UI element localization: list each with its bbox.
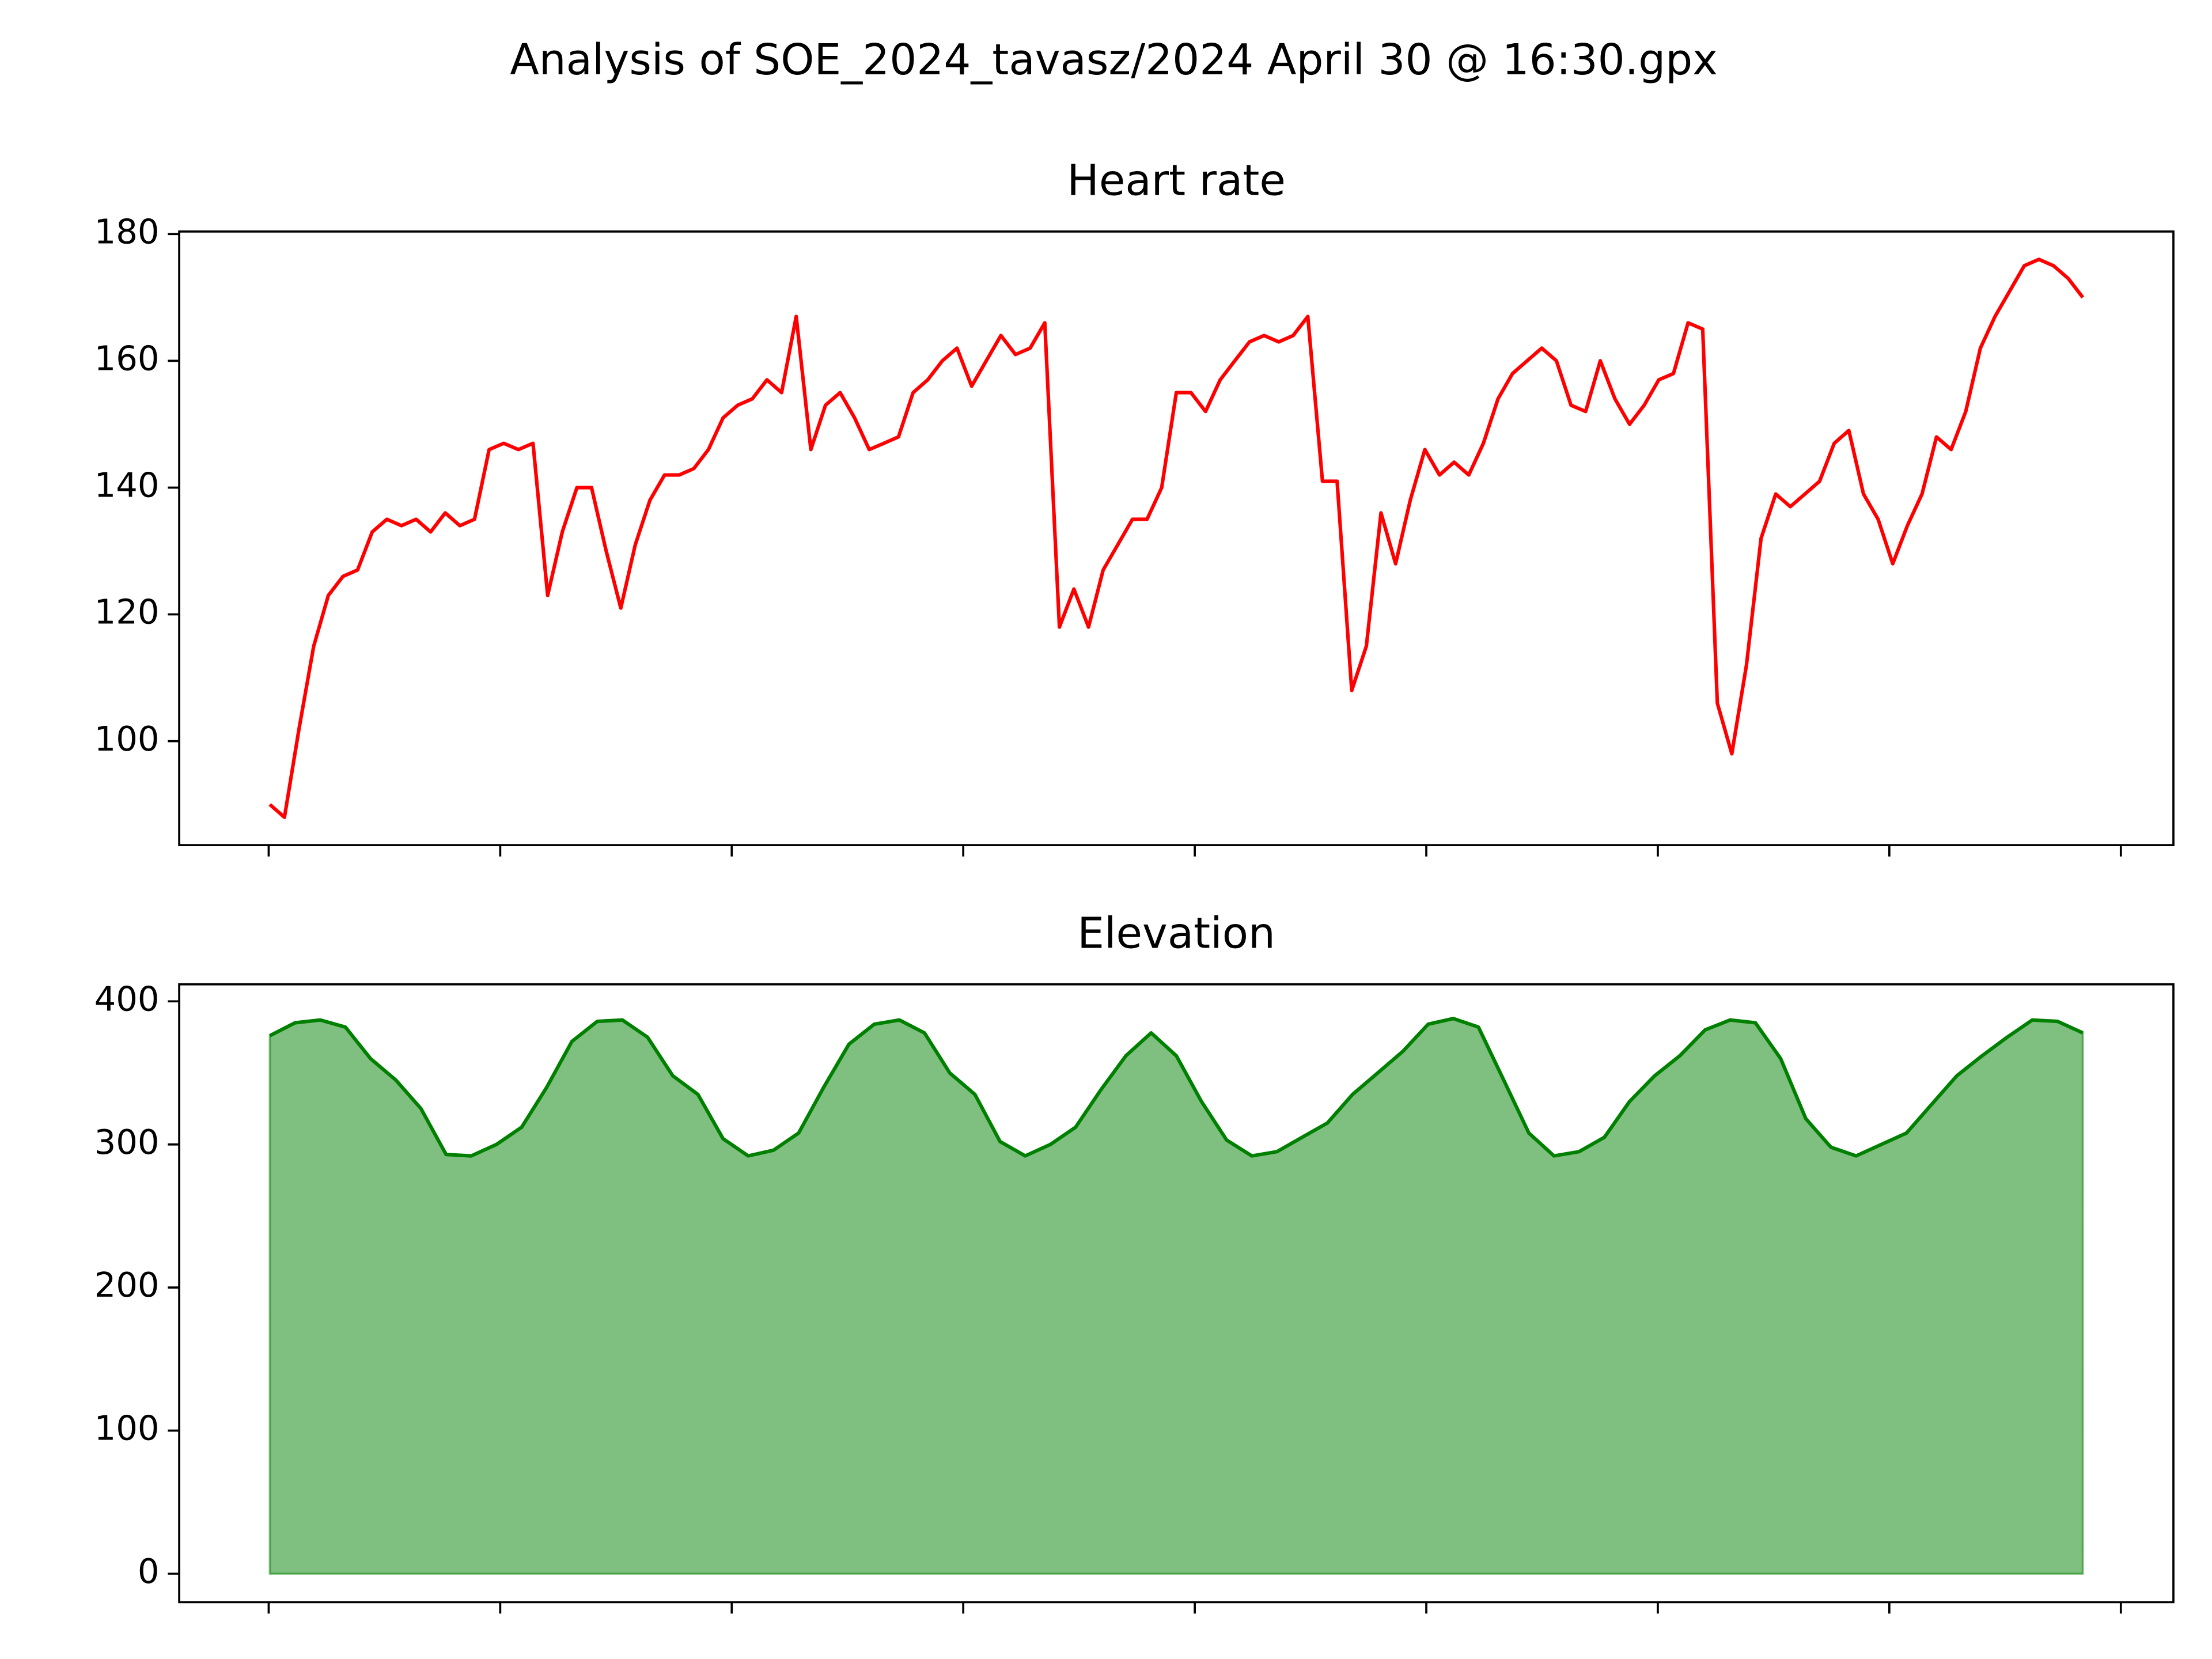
y-tick-label: 300 xyxy=(94,1122,160,1162)
panel-title: Heart rate xyxy=(1067,156,1286,206)
figure-title: Analysis of SOE_2024_tavasz/2024 April 3… xyxy=(510,35,1718,85)
y-tick-label: 120 xyxy=(94,592,160,632)
y-tick-label: 100 xyxy=(94,1408,160,1448)
y-tick-label: 160 xyxy=(94,339,160,378)
y-tick-label: 0 xyxy=(138,1551,160,1591)
line xyxy=(268,257,2085,819)
line xyxy=(269,1017,2084,1158)
plot-frame xyxy=(178,983,2175,1604)
y-tick-label: 400 xyxy=(94,979,160,1018)
panel-title: Elevation xyxy=(1077,908,1275,958)
plot-frame xyxy=(178,230,2175,846)
y-tick-label: 100 xyxy=(94,719,160,759)
y-tick-label: 180 xyxy=(94,211,160,251)
y-tick-label: 140 xyxy=(94,465,160,505)
y-tick-label: 200 xyxy=(94,1265,160,1305)
